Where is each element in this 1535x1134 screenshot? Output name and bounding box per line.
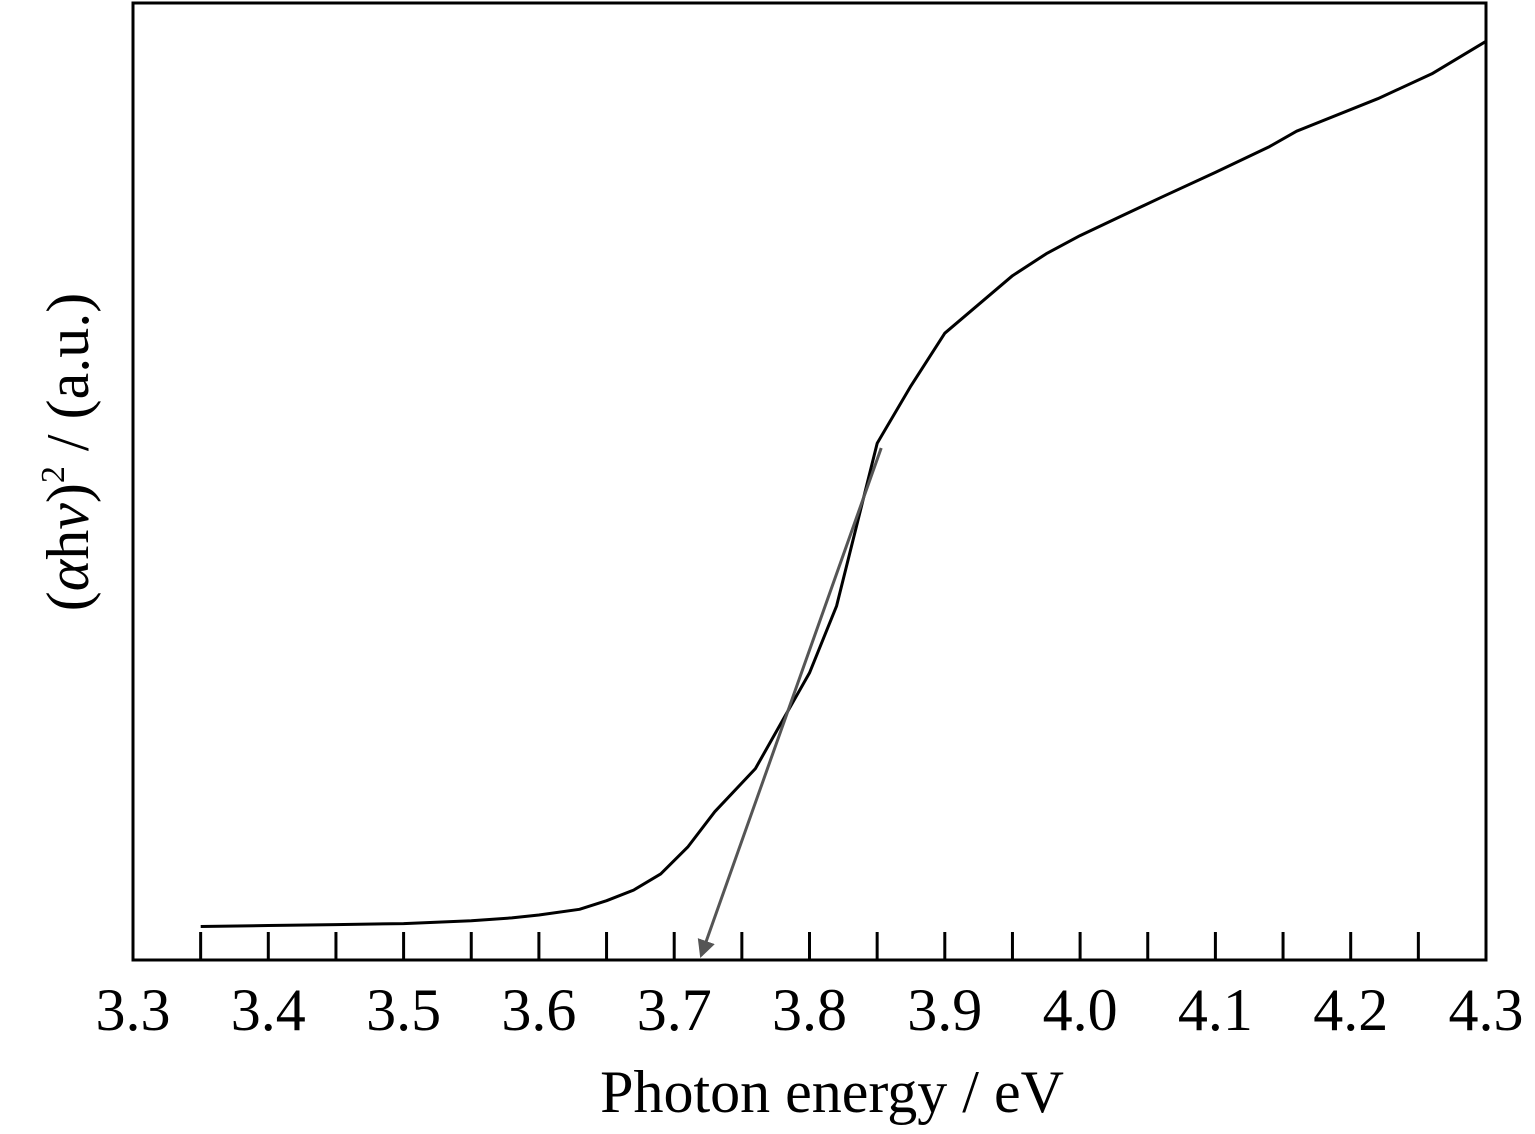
x-axis-title: Photon energy / eV [600,1059,1064,1125]
x-tick-label: 3.7 [637,977,712,1043]
x-tick-label: 3.6 [501,977,576,1043]
y-axis-title: (αhv)2 / (a.u.) [35,293,101,611]
x-tick-label: 4.2 [1313,977,1388,1043]
x-tick-label: 3.4 [231,977,306,1043]
x-tick-label: 4.1 [1178,977,1253,1043]
series-line [200,40,1487,928]
x-tick-label: 3.3 [96,977,171,1043]
x-tick-label: 3.5 [366,977,441,1043]
x-tick-label: 3.9 [907,977,982,1043]
x-tick-label: 4.3 [1449,977,1524,1043]
x-tick-label: 4.0 [1043,977,1118,1043]
plot-frame [131,1,1488,962]
x-axis-ticks [131,932,1488,960]
x-tick-label: 3.8 [772,977,847,1043]
x-axis-tick-labels: 3.3 3.4 3.5 3.6 3.7 3.8 3.9 4.0 4.1 4.2 4.3 [96,977,1524,1043]
tangent-arrow [697,447,883,959]
